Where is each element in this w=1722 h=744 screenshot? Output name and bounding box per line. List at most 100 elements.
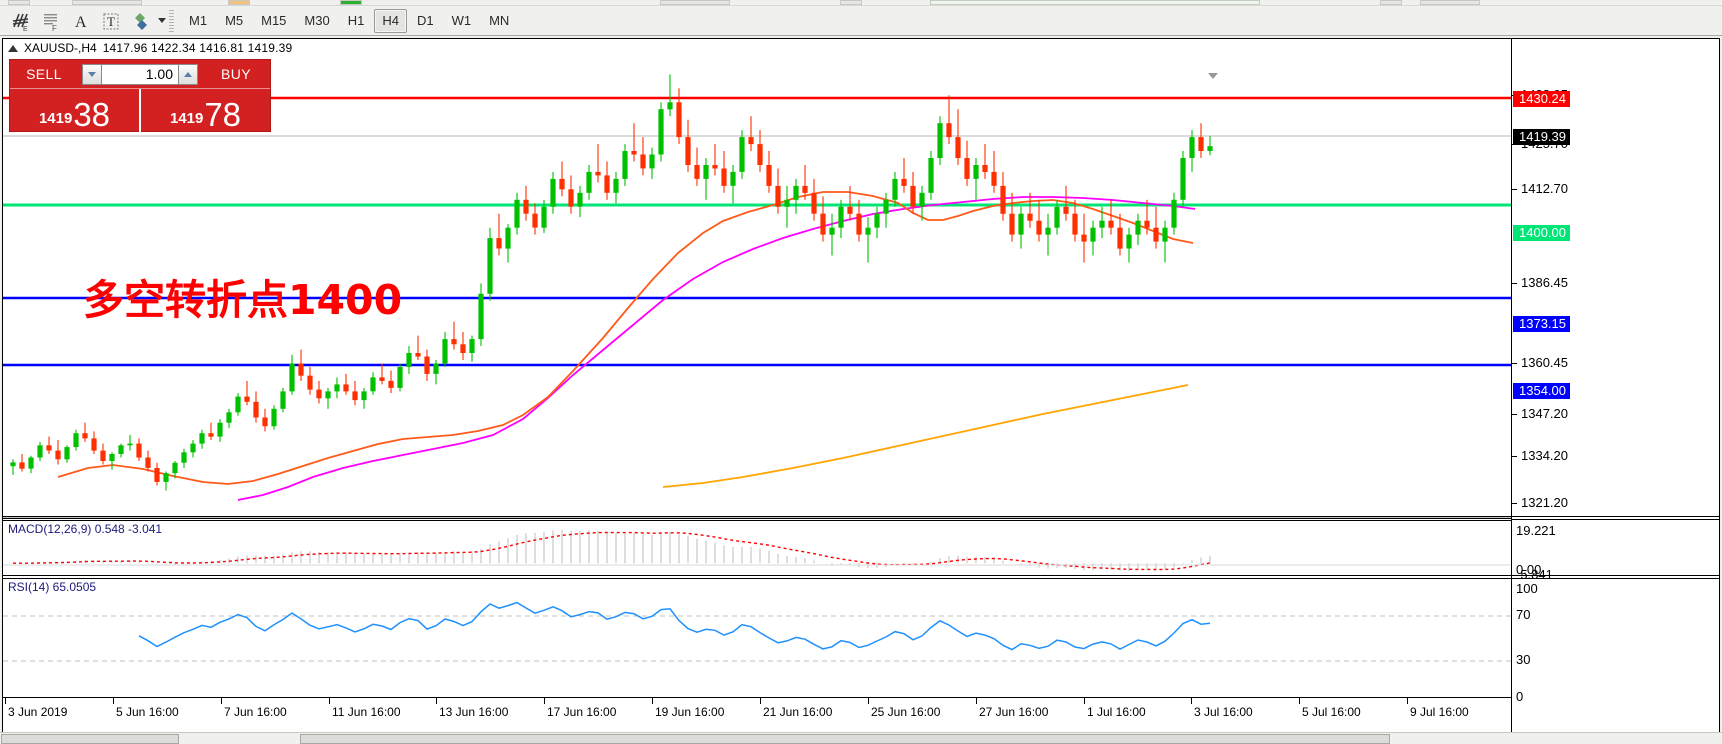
toolbar-top-strip [0, 0, 1722, 6]
price-chip-current: 1419.39 [1513, 129, 1570, 145]
timeframe-m15[interactable]: M15 [261, 13, 287, 28]
macd-scale-max: 19.221 [1516, 523, 1556, 538]
time-tick [760, 698, 761, 704]
toolbar-stub-7[interactable] [930, 0, 1260, 5]
rsi-line [138, 601, 1211, 651]
main-toolbar: E F A T [0, 6, 1722, 36]
price-tick-1412: 1412.70 [1512, 181, 1568, 196]
volume-control[interactable]: 1.00 [78, 60, 202, 88]
time-label: 5 Jul 16:00 [1302, 705, 1361, 719]
sell-price[interactable]: 1419 38 [10, 89, 139, 132]
toolbar-stub-8[interactable] [1380, 0, 1402, 5]
sell-price-dec: 38 [73, 96, 111, 133]
timeframe-w1[interactable]: W1 [451, 13, 472, 28]
symbol-ohlc: 1417.96 1422.34 1416.81 1419.39 [102, 41, 293, 55]
time-label: 9 Jul 16:00 [1410, 705, 1469, 719]
sell-button[interactable]: SELL [26, 66, 62, 82]
time-tick [1407, 698, 1408, 704]
buy-price-int: 1419 [169, 110, 204, 127]
buy-button[interactable]: BUY [221, 66, 251, 82]
time-tick [976, 698, 977, 704]
horizontal-scrollbar[interactable] [0, 732, 1722, 744]
toolbar-stub-5[interactable] [660, 0, 730, 5]
timeframe-mn[interactable]: MN [489, 13, 510, 28]
macd-plot [3, 529, 1513, 571]
time-label: 3 Jul 16:00 [1194, 705, 1253, 719]
buy-price-dec: 78 [204, 96, 242, 133]
time-label: 13 Jun 16:00 [439, 705, 509, 719]
macd-signal-line [13, 531, 1211, 571]
ma-mid-line [237, 196, 1196, 501]
time-tick [436, 698, 437, 704]
candlestick-series [10, 74, 1213, 491]
rsi-pane[interactable]: RSI(14) 65.0505 [3, 578, 1513, 698]
toolbar-grip[interactable] [169, 9, 174, 32]
time-tick [652, 698, 653, 704]
toolbar-stub-2[interactable] [72, 0, 142, 5]
rsi-label: RSI(14) 65.0505 [8, 580, 97, 594]
svg-text:F: F [52, 24, 57, 32]
text-object-icon[interactable]: T [96, 8, 126, 34]
svg-text:E: E [23, 26, 28, 32]
timeframe-m5[interactable]: M5 [225, 13, 244, 28]
time-label: 27 Jun 16:00 [979, 705, 1049, 719]
time-label: 11 Jun 16:00 [332, 705, 401, 719]
toolbar-stub-4[interactable] [340, 0, 362, 5]
svg-text:A: A [75, 14, 87, 31]
price-scale[interactable]: 1438.95 1430.24 1425.70 1419.39 1412.70 … [1511, 39, 1720, 741]
toolbar-stub-3[interactable] [228, 0, 250, 5]
timeframe-h1[interactable]: H1 [347, 13, 365, 28]
time-tick [5, 698, 6, 704]
timeframe-m30[interactable]: M30 [304, 13, 330, 28]
toolbar-stub-1[interactable] [8, 0, 30, 5]
time-tick [1299, 698, 1300, 704]
time-label: 21 Jun 16:00 [763, 705, 833, 719]
time-label: 7 Jun 16:00 [224, 705, 287, 719]
octp-divider [139, 89, 141, 132]
macd-label: MACD(12,26,9) 0.548 -3.041 [8, 522, 163, 536]
price-pane[interactable]: 多空转折点1400 [3, 57, 1513, 515]
rsi-scale-0: 0 [1516, 689, 1524, 704]
grid-dotted-icon[interactable]: F [36, 8, 66, 34]
time-tick [113, 698, 114, 704]
buy-price[interactable]: 1419 78 [141, 89, 270, 132]
time-label: 5 Jun 16:00 [116, 705, 179, 719]
one-click-trading-panel[interactable]: SELL 1.00 BUY 1419 38 1419 78 [9, 59, 271, 132]
time-tick [544, 698, 545, 704]
price-tick-1321: 1321.20 [1512, 495, 1568, 510]
timeframe-m1[interactable]: M1 [189, 13, 208, 28]
timeframe-h4[interactable]: H4 [374, 8, 407, 33]
macd-pane[interactable]: MACD(12,26,9) 0.548 -3.041 [3, 520, 1513, 576]
toolbar-stub-9[interactable] [1420, 0, 1480, 5]
scrollbar-thumb-left[interactable] [1, 734, 179, 744]
symbol-header: XAUUSD-,H4 1417.96 1422.34 1416.81 1419.… [3, 39, 1719, 57]
text-label-icon[interactable]: A [66, 8, 96, 34]
macd-scale-zero: 0.00 [1516, 562, 1542, 577]
time-label: 1 Jul 16:00 [1087, 705, 1146, 719]
timeframe-d1[interactable]: D1 [416, 13, 434, 28]
toolbar-stub-6[interactable] [840, 0, 862, 5]
price-chip-1354: 1354.00 [1513, 383, 1570, 399]
volume-decrement-button[interactable] [82, 63, 102, 85]
price-plot [3, 74, 1513, 501]
rsi-plot [3, 601, 1513, 662]
time-label: 25 Jun 16:00 [871, 705, 941, 719]
objects-dropdown-caret-icon[interactable] [158, 18, 166, 23]
volume-increment-button[interactable] [178, 63, 198, 85]
scrollbar-thumb-main[interactable] [300, 734, 1390, 744]
time-tick [221, 698, 222, 704]
sell-price-int: 1419 [38, 110, 73, 127]
octp-price-row: 1419 38 1419 78 [10, 88, 270, 132]
price-tick-1347: 1347.20 [1512, 406, 1568, 421]
rsi-scale-30: 30 [1516, 652, 1531, 667]
objects-arrows-icon[interactable] [126, 8, 156, 34]
volume-input[interactable]: 1.00 [102, 63, 178, 85]
indicator-list-icon[interactable]: E [6, 8, 36, 34]
pane-separator-macd[interactable] [3, 516, 1513, 519]
chart-annotation-text: 多空转折点1400 [83, 276, 403, 324]
price-tick-1360: 1360.45 [1512, 355, 1568, 370]
price-chip-1430: 1430.24 [1513, 91, 1570, 107]
rsi-scale-70: 70 [1516, 607, 1531, 622]
chart-frame: XAUUSD-,H4 1417.96 1422.34 1416.81 1419.… [2, 38, 1720, 742]
